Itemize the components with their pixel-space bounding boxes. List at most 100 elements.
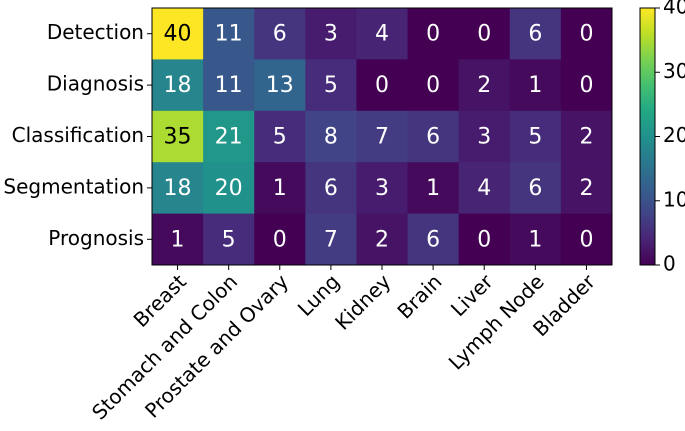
heatmap-cell (203, 8, 255, 60)
cell-label: 11 (215, 22, 243, 47)
colorbar-tick-label: 20 (663, 123, 685, 147)
cell-label: 2 (477, 73, 491, 98)
heatmap-cell (305, 213, 357, 266)
heatmap-cell (254, 8, 306, 60)
cell-label: 6 (528, 176, 542, 201)
heatmap-cell (356, 59, 409, 112)
cell-label: 4 (477, 176, 491, 201)
heatmap-cell (407, 110, 460, 163)
cell-label: 6 (426, 125, 440, 150)
cell-label: 0 (579, 227, 593, 252)
plot-frame (151, 7, 613, 266)
cell-label: 3 (375, 176, 389, 201)
heatmap-cell (203, 59, 255, 112)
heatmap-cell (509, 162, 562, 215)
colorbar-tick-label: 10 (663, 187, 685, 211)
heatmap-cell (509, 110, 562, 163)
heatmap-cell (305, 8, 357, 60)
cell-label: 18 (164, 73, 192, 98)
heatmap-cell (407, 59, 460, 112)
cell-label: 0 (579, 73, 593, 98)
cell-label: 1 (528, 73, 542, 98)
cell-label: 0 (426, 73, 440, 98)
cell-label: 3 (477, 125, 491, 150)
heatmap-cell (254, 59, 306, 112)
cell-label: 2 (375, 227, 389, 252)
cell-label: 0 (477, 22, 491, 47)
heatmap-cell (305, 110, 357, 163)
cell-label: 18 (164, 176, 192, 201)
heatmap-cell (560, 59, 613, 112)
heatmap-cell (254, 110, 306, 163)
cell-label: 6 (273, 22, 287, 47)
cell-label: 5 (528, 125, 542, 150)
heatmap-cell (560, 213, 613, 266)
heatmap-cell (152, 213, 204, 266)
cell-label: 8 (324, 125, 338, 150)
heatmap-cell (305, 59, 357, 112)
cell-label: 5 (273, 125, 287, 150)
heatmap-cell (407, 162, 460, 215)
heatmap-cell (458, 59, 511, 112)
heatmap-cell (203, 110, 255, 163)
cell-label: 6 (528, 22, 542, 47)
heatmap-cell (356, 213, 409, 266)
cell-label: 0 (273, 227, 287, 252)
heatmap-cell (356, 8, 409, 60)
heatmap-cell (152, 162, 204, 215)
y-tick-label: Detection (47, 20, 144, 44)
colorbar-tick-label: 40 (663, 0, 685, 19)
heatmap-cell (560, 8, 613, 60)
cell-label: 40 (164, 22, 192, 47)
cell-label: 5 (324, 73, 338, 98)
cell-label: 1 (273, 176, 287, 201)
cell-label: 0 (477, 227, 491, 252)
cell-label: 3 (324, 22, 338, 47)
heatmap-cell (560, 162, 613, 215)
x-tick-label: Kidney (330, 269, 395, 334)
heatmap-cell (407, 8, 460, 60)
cell-label: 1 (171, 227, 185, 252)
colorbar-tick-label: 0 (663, 252, 676, 276)
heatmap-cell (356, 110, 409, 163)
cell-label: 5 (222, 227, 236, 252)
cell-label: 35 (164, 125, 192, 150)
heatmap-cell (509, 213, 562, 266)
cell-label: 7 (324, 227, 338, 252)
heatmap-cell (509, 8, 562, 60)
cell-label: 1 (426, 176, 440, 201)
cell-label: 6 (426, 227, 440, 252)
cell-label: 4 (375, 22, 389, 47)
y-tick-label: Segmentation (3, 174, 144, 198)
heatmap-cell (152, 59, 204, 112)
cell-label: 1 (528, 227, 542, 252)
heatmap-cell (203, 162, 255, 215)
cell-label: 2 (579, 125, 593, 150)
cell-label: 0 (579, 22, 593, 47)
y-tick-label: Prognosis (48, 226, 144, 250)
cell-label: 13 (266, 73, 294, 98)
heatmap-cell (458, 110, 511, 163)
heatmap-cell (458, 8, 511, 60)
cell-label: 2 (579, 176, 593, 201)
heatmap-cell (152, 110, 204, 163)
cell-label: 11 (215, 73, 243, 98)
cell-label: 21 (215, 125, 243, 150)
cell-label: 0 (426, 22, 440, 47)
heatmap-cell (560, 110, 613, 163)
cell-label: 7 (375, 125, 389, 150)
heatmap-cell (407, 213, 460, 266)
heatmap-cell (458, 213, 511, 266)
y-tick-label: Diagnosis (47, 72, 144, 96)
heatmap-cell (356, 162, 409, 215)
heatmap-cell (203, 213, 255, 266)
heatmap-cell (254, 162, 306, 215)
heatmap-cell (458, 162, 511, 215)
heatmap-cell (152, 8, 204, 60)
cell-label: 20 (215, 176, 243, 201)
y-tick-label: Classification (12, 123, 144, 147)
cell-label: 6 (324, 176, 338, 201)
heatmap-cell (509, 59, 562, 112)
colorbar (639, 7, 656, 266)
